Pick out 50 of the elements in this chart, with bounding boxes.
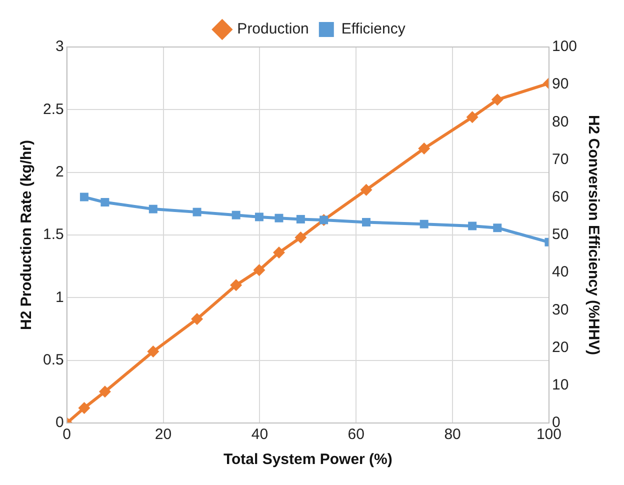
y-tick-label: 3 [56, 38, 64, 56]
point [147, 346, 160, 358]
point [191, 312, 204, 325]
y2-tick-label: 60 [552, 188, 569, 206]
y2-tick-label: 80 [552, 113, 569, 130]
point [80, 192, 88, 202]
y2-tick-label: 40 [552, 264, 569, 281]
y2-tick-label: 30 [552, 301, 569, 318]
point [362, 218, 370, 226]
point [254, 212, 264, 222]
legend-label: Efficiency [341, 20, 406, 38]
point [294, 232, 307, 244]
x-axis-title: Total System Power (%) [223, 451, 392, 468]
point [192, 208, 202, 216]
point [493, 224, 502, 232]
point [466, 111, 478, 124]
y2-axis-title: H2 Conversion Efficiency (%HHV) [584, 114, 602, 356]
y2-tick-label: 100 [552, 38, 578, 56]
y-tick-label: 1.5 [42, 226, 64, 244]
point [468, 222, 477, 230]
point [148, 204, 158, 214]
point [360, 184, 372, 196]
x-tick-label: 60 [348, 426, 364, 444]
y2-tick-label: 10 [552, 376, 569, 394]
y2-tick-label: 50 [552, 226, 569, 244]
y2-tick-label: 70 [552, 150, 569, 168]
x-tick-label: 20 [154, 426, 172, 444]
point [100, 198, 110, 207]
point [253, 264, 266, 276]
y-tick-label: 0.5 [42, 351, 64, 368]
y2-tick-label: 20 [552, 338, 569, 356]
point [491, 94, 504, 106]
point [98, 386, 111, 398]
y-tick-label: 0 [56, 414, 64, 432]
y-axis-title: H2 Production Rate (kg/hr) [18, 140, 36, 330]
point [420, 220, 428, 228]
y-tick-label: 2 [56, 163, 64, 180]
y-tick-label: 2.5 [42, 100, 64, 118]
y-tick-label: 1 [56, 288, 64, 306]
point [230, 279, 242, 292]
legend-label: Production [237, 20, 309, 38]
point [272, 246, 285, 259]
point [418, 142, 430, 155]
point [274, 214, 284, 222]
x-tick-label: 40 [251, 426, 268, 444]
point [296, 214, 305, 224]
x-tick-label: 80 [444, 426, 461, 444]
point [78, 402, 90, 414]
point [232, 210, 240, 220]
y2-tick-label: 90 [552, 76, 569, 93]
